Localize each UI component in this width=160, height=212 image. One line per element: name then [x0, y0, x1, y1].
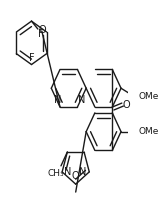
Text: OMe: OMe — [138, 92, 159, 101]
Text: O: O — [72, 171, 80, 181]
Text: N: N — [64, 167, 71, 177]
Text: N: N — [78, 95, 85, 105]
Text: CH₃: CH₃ — [48, 169, 64, 178]
Text: O: O — [39, 25, 46, 35]
Text: F: F — [38, 29, 44, 39]
Text: O: O — [123, 100, 130, 110]
Text: N: N — [79, 167, 87, 177]
Text: F: F — [29, 53, 35, 63]
Text: N: N — [54, 95, 61, 105]
Text: OMe: OMe — [138, 127, 159, 136]
